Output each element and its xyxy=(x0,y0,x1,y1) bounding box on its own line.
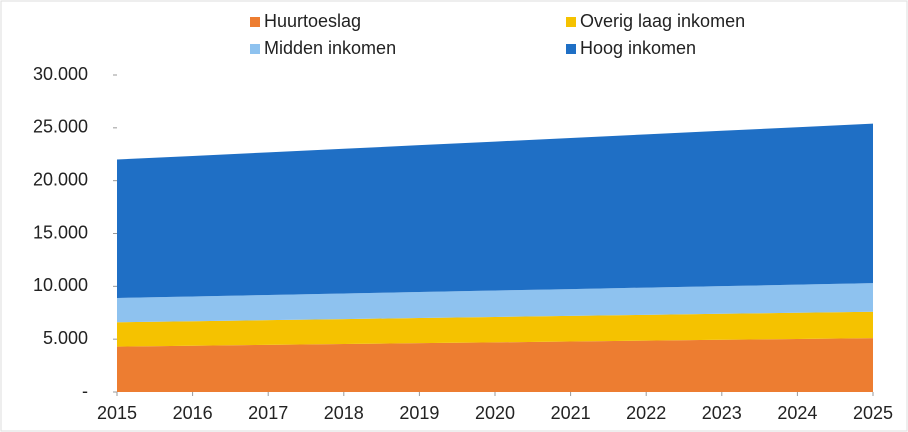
legend-swatch xyxy=(566,17,576,27)
legend-label: Overig laag inkomen xyxy=(580,11,745,31)
legend-swatch xyxy=(250,17,260,27)
y-tick-label: 30.000 xyxy=(33,64,88,84)
x-tick-label: 2015 xyxy=(97,403,137,423)
y-tick-label: 5.000 xyxy=(43,328,88,348)
area xyxy=(117,338,873,392)
area xyxy=(117,311,873,347)
legend-label: Hoog inkomen xyxy=(580,38,696,58)
legend-swatch xyxy=(566,44,576,54)
x-tick-label: 2025 xyxy=(853,403,893,423)
y-tick-label: 15.000 xyxy=(33,222,88,242)
y-tick-label: 20.000 xyxy=(33,169,88,189)
x-tick-label: 2021 xyxy=(551,403,591,423)
y-tick-label: 10.000 xyxy=(33,275,88,295)
x-tick-label: 2019 xyxy=(399,403,439,423)
area xyxy=(117,123,873,298)
x-tick-label: 2020 xyxy=(475,403,515,423)
x-tick-label: 2022 xyxy=(626,403,666,423)
legend-label: Huurtoeslag xyxy=(264,11,361,31)
legend-swatch xyxy=(250,44,260,54)
y-tick-label: - xyxy=(82,381,88,401)
area xyxy=(117,283,873,323)
x-tick-label: 2017 xyxy=(248,403,288,423)
x-tick-label: 2016 xyxy=(173,403,213,423)
x-tick-label: 2023 xyxy=(702,403,742,423)
x-tick-label: 2018 xyxy=(324,403,364,423)
legend-label: Midden inkomen xyxy=(264,38,396,58)
y-tick-label: 25.000 xyxy=(33,117,88,137)
x-tick-label: 2024 xyxy=(777,403,817,423)
